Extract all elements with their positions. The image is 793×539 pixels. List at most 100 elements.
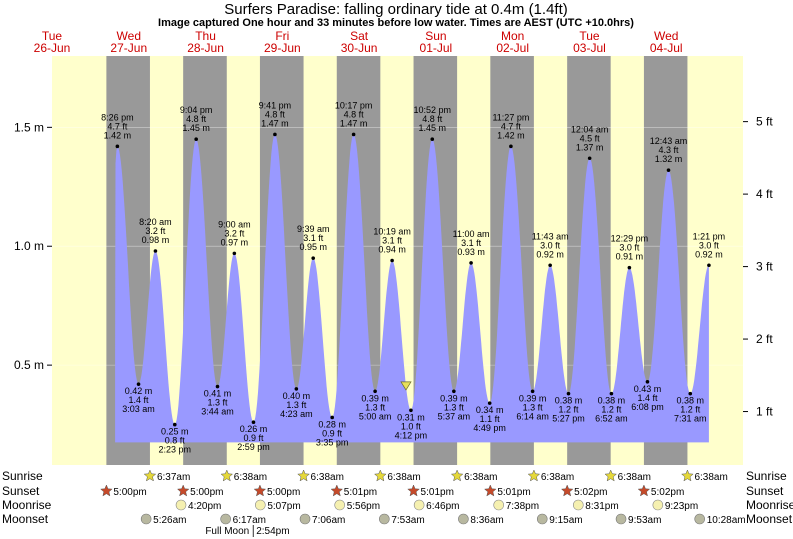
astro-row-label-left: Moonset — [2, 512, 49, 526]
day-header-dow: Tue — [42, 29, 63, 43]
day-header-date: 30-Jun — [341, 41, 378, 55]
tide-label: 3:35 pm — [316, 437, 349, 447]
astro-row-label-right: Sunrise — [746, 469, 787, 483]
tide-label: 0.92 m — [695, 249, 723, 259]
astro-row-label-left: Moonrise — [2, 498, 52, 512]
day-header-date: 28-Jun — [187, 41, 224, 55]
moonrise-time: 9:23pm — [665, 501, 698, 512]
astro-row-label-right: Moonrise — [746, 498, 793, 512]
sunset-time: 5:01pm — [497, 487, 530, 498]
tide-point — [707, 263, 711, 268]
day-header-dow: Sun — [425, 29, 446, 43]
tide-label: 0.43 m — [634, 384, 662, 394]
moonset-time: 6:17am — [233, 515, 266, 526]
tide-label: 4.7 ft — [501, 121, 522, 131]
tide-point — [587, 156, 592, 161]
moonrise-icon — [573, 499, 584, 511]
sunset-time: 5:00pm — [267, 487, 300, 498]
sunset-time: 5:00pm — [190, 487, 223, 498]
tide-label: 0.31 m — [397, 412, 425, 422]
y-left-tick-label: 0.5 m — [14, 358, 44, 372]
moonrise-time: 8:31pm — [585, 501, 618, 512]
tide-point — [430, 137, 435, 142]
tide-label: 9:00 am — [218, 219, 251, 229]
tide-label: 0.8 ft — [165, 436, 186, 446]
tide-label: 2:59 pm — [237, 442, 270, 452]
day-header-date: 04-Jul — [650, 41, 683, 55]
moonset-time: 7:53am — [391, 515, 424, 526]
day-header-date: 02-Jul — [496, 41, 529, 55]
sunrise-time: 6:38am — [234, 472, 267, 483]
sunrise-icon — [604, 469, 618, 482]
moonrise-icon — [255, 499, 266, 511]
tide-point — [294, 387, 299, 391]
tide-label: 0.9 ft — [322, 428, 343, 438]
tide-area — [115, 134, 709, 443]
sunrise-time: 6:38am — [464, 472, 497, 483]
tide-label: 5:27 pm — [552, 414, 585, 424]
tide-point — [373, 389, 377, 394]
astro-row-label-right: Sunset — [746, 484, 784, 498]
tide-point — [115, 144, 120, 149]
moonset-icon — [379, 513, 390, 525]
y-right-tick-label: 1 ft — [756, 405, 773, 419]
tide-label: 0.26 m — [240, 424, 268, 434]
tide-label: 3.0 ft — [699, 240, 720, 250]
tide-label: 1.3 ft — [365, 402, 386, 412]
full-moon-time: 2:54pm — [256, 526, 289, 537]
tide-label: 0.40 m — [283, 391, 311, 401]
sunset-time: 5:01pm — [344, 487, 377, 498]
tide-label: 6:14 am — [516, 411, 549, 421]
tide-point — [153, 249, 158, 253]
y-right-tick-label: 5 ft — [756, 115, 773, 129]
tide-label: 1:21 pm — [693, 231, 726, 241]
tide-label: 0.25 m — [161, 427, 189, 437]
tide-point — [194, 137, 198, 142]
moonset-time: 9:53am — [628, 515, 661, 526]
moonrise-icon — [413, 499, 425, 511]
moonset-icon — [140, 513, 152, 525]
tide-label: 11:43 am — [532, 231, 569, 241]
tide-label: 1.2 ft — [680, 405, 701, 415]
tide-label: 3.0 ft — [619, 243, 640, 253]
moonset-time: 9:15am — [549, 515, 582, 526]
moonset-time: 8:36am — [470, 515, 503, 526]
tide-label: 3:03 am — [122, 404, 155, 414]
moonrise-time: 6:46pm — [426, 501, 459, 512]
sunrise-time: 6:38am — [694, 472, 727, 483]
astro-row-label-left: Sunrise — [2, 469, 43, 483]
tide-label: 1.4 ft — [129, 395, 150, 405]
moonrise-time: 5:56pm — [347, 501, 380, 512]
moonrise-time: 5:07pm — [267, 501, 300, 512]
astro-row-label-right: Moonset — [746, 512, 793, 526]
sunset-icon — [100, 484, 113, 497]
moonset-icon — [694, 513, 706, 525]
tide-label: 3.2 ft — [145, 226, 166, 236]
tide-point — [566, 391, 571, 396]
current-tide-marker — [400, 381, 412, 391]
moonset-icon — [220, 513, 231, 525]
moonset-icon — [299, 513, 311, 525]
sunset-icon — [637, 484, 651, 497]
sunrise-icon — [527, 469, 541, 482]
day-header-date: 27-Jun — [110, 41, 147, 55]
tide-point — [273, 132, 277, 137]
tide-point — [409, 408, 413, 413]
sunset-time: 5:00pm — [113, 487, 146, 498]
tide-label: 4.3 ft — [659, 145, 680, 155]
moonset-icon — [615, 513, 627, 525]
sunrise-time: 6:38am — [387, 472, 420, 483]
moonrise-icon — [493, 499, 504, 511]
tide-point — [487, 401, 492, 405]
tide-label: 0.98 m — [142, 235, 170, 245]
tide-point — [666, 168, 671, 172]
tide-label: 0.42 m — [125, 386, 153, 396]
astro-row-label-left: Sunset — [2, 484, 40, 498]
tide-label: 1.4 ft — [637, 393, 658, 403]
tide-point — [548, 263, 552, 268]
tide-label: 4:23 am — [280, 409, 313, 419]
tide-label: 1.47 m — [340, 118, 368, 128]
sunrise-icon — [143, 469, 157, 482]
tide-label: 1.2 ft — [558, 405, 579, 415]
